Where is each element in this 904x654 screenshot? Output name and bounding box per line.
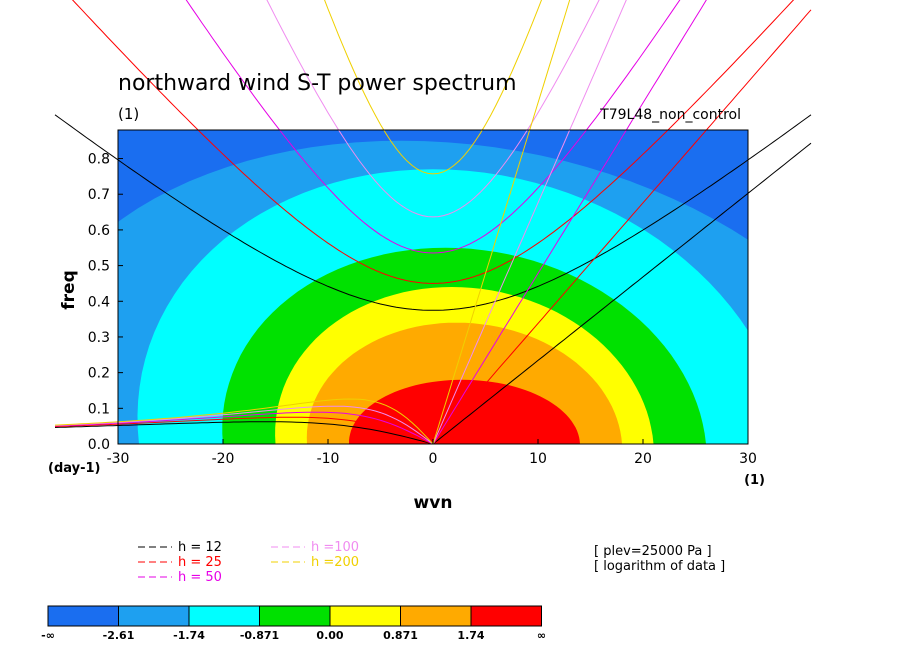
x-tick-label: -20: [212, 451, 235, 467]
y-tick-label: 0.3: [88, 330, 110, 346]
colorbar-swatch: [118, 605, 190, 627]
x-tick-label: -10: [317, 451, 340, 467]
kelvin-curve-100: [432, 0, 627, 445]
y-tick-label: 0.6: [88, 223, 110, 239]
gravity-curve-200: [324, 0, 543, 175]
colorbar-swatch: [470, 605, 542, 627]
note-log: [ logarithm of data ]: [594, 559, 725, 574]
y-axis-label: freq: [59, 270, 79, 309]
axis-ticks: -30 -20 -10 0 10 20 30 0.0 0.1 0.2 0.3 0.4 0.5 0.6 0.7…: [88, 152, 757, 467]
y-tick-label: 0.8: [88, 152, 110, 168]
chart-title: northward wind S-T power spectrum: [118, 71, 517, 96]
gravity-curve-25: [71, 0, 795, 284]
colorbar-swatch: [259, 605, 331, 627]
legend-label: h = 50: [178, 570, 222, 585]
colorbar-label: 0.871: [383, 629, 418, 642]
y-axis-units: (day-1): [48, 461, 100, 476]
gravity-curve-12: [54, 114, 812, 311]
colorbar-label: ∞: [537, 629, 546, 642]
colorbar-swatch: [188, 605, 260, 627]
legend-label: h = 25: [178, 555, 222, 570]
y-tick-label: 0.5: [88, 259, 110, 275]
legend-label: h =100: [311, 540, 359, 555]
y-tick-label: 0.4: [88, 294, 110, 310]
colorbar-label: 1.74: [457, 629, 484, 642]
title-units: (1): [118, 105, 139, 123]
contour-band-6: [349, 379, 580, 444]
x-tick-label: 0: [429, 451, 438, 467]
gravity-curve-100: [266, 0, 600, 218]
colorbar-swatch: [329, 605, 401, 627]
colorbar-swatch: [400, 605, 472, 627]
y-tick-label: 0.0: [88, 437, 110, 453]
colorbar-swatch: [47, 605, 119, 627]
legend-label: h = 12: [178, 540, 222, 555]
legend-label: h =200: [311, 555, 359, 570]
y-tick-label: 0.1: [88, 401, 110, 417]
kelvin-curve-25: [432, 9, 812, 445]
kelvin-curve-200: [432, 0, 571, 445]
note-plev: [ plev=25000 Pa ]: [594, 544, 712, 559]
y-tick-label: 0.2: [88, 366, 110, 382]
experiment-label: T79L48_non_control: [599, 107, 741, 123]
colorbar-label: -0.871: [240, 629, 279, 642]
x-tick-label: 20: [634, 451, 652, 467]
x-tick-label: 30: [739, 451, 757, 467]
kelvin-curve-50: [432, 0, 707, 445]
gravity-curve-50: [185, 0, 681, 254]
x-tick-label: -30: [107, 451, 130, 467]
x-axis-units: (1): [744, 473, 765, 488]
colorbar: -∞ -2.61 -1.74 -0.871 0.00 0.871 1.74 ∞: [41, 605, 546, 642]
colorbar-label: 0.00: [316, 629, 343, 642]
colorbar-label: -1.74: [173, 629, 205, 642]
colorbar-label: -∞: [41, 629, 55, 642]
y-tick-label: 0.7: [88, 187, 110, 203]
colorbar-label: -2.61: [103, 629, 135, 642]
filled-contours: [118, 130, 748, 444]
x-axis-label: wvn: [414, 493, 453, 513]
x-tick-label: 10: [529, 451, 547, 467]
